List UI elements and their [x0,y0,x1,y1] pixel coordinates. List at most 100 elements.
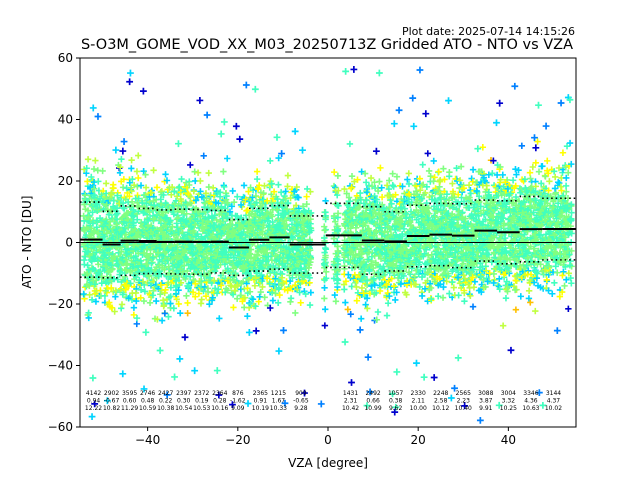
data-point [178,175,185,183]
data-point [146,208,153,216]
data-point [146,299,154,307]
plot-date: Plot date: 2025-07-14 14:15:26 [402,25,575,38]
data-point [239,235,246,242]
data-point [155,285,162,292]
data-point [220,168,227,175]
data-point [230,199,238,206]
data-point [244,312,251,320]
data-point [115,249,122,256]
data-point [221,242,228,249]
data-point [135,250,142,257]
data-point [149,224,157,232]
data-point [244,229,251,236]
data-point [128,156,135,164]
data-point [187,265,194,273]
data-point [92,298,100,305]
data-point [189,289,197,296]
data-point [135,195,142,202]
data-point [93,217,100,224]
data-point [125,295,132,302]
data-point [157,291,164,298]
data-point [118,301,126,308]
data-point [112,293,119,300]
data-point [175,300,182,308]
data-point [142,184,150,191]
data-point [105,268,112,276]
data-point [186,273,194,280]
data-point [252,192,260,200]
data-point [133,320,140,328]
data-point [237,201,245,209]
data-point [137,294,144,301]
data-point [244,206,251,214]
data-point [118,156,125,163]
data-point [229,217,236,224]
data-point [130,181,138,189]
data-point [227,220,234,228]
data-point [95,269,102,276]
data-point [148,190,155,197]
data-point [168,191,175,198]
data-point [90,191,98,199]
data-point [128,165,135,172]
data-point [99,167,106,175]
data-point [257,288,264,296]
data-point [133,168,141,175]
data-point [93,249,100,256]
data-point [253,199,260,207]
data-point [85,309,92,317]
data-point [106,222,113,229]
data-point [129,175,136,183]
data-point [107,262,115,269]
data-point [246,288,254,295]
data-point [249,296,257,303]
data-point [83,165,90,172]
data-point [128,187,135,195]
data-point [162,199,169,207]
data-point [163,177,171,184]
data-point [111,308,118,315]
data-point [201,242,209,249]
data-point [213,290,221,297]
data-point [176,183,183,191]
data-point [254,185,262,193]
data-point [205,169,212,177]
data-point [202,190,210,197]
data-point [134,183,141,190]
data-point [154,261,162,268]
data-point [137,182,145,189]
data-point [119,199,127,207]
data-point [224,155,231,162]
data-point [209,294,216,301]
data-point [89,220,97,227]
data-point [161,264,168,272]
data-point [85,213,92,221]
data-point [244,285,251,292]
data-point [80,290,87,298]
data-point [133,216,141,223]
data-point [149,292,157,299]
data-point [160,191,167,199]
data-point [153,184,161,191]
data-point [227,282,234,289]
data-point [213,216,220,224]
data-point [123,266,131,273]
data-point [233,295,241,302]
data-point [127,280,134,287]
data-point [128,296,136,303]
data-point [165,313,172,320]
data-point [211,243,219,251]
data-point [187,161,194,169]
data-point [167,300,174,307]
data-point [168,183,176,191]
data-point [103,200,110,208]
data-point [108,189,115,196]
data-point [90,165,98,173]
data-point [184,309,191,317]
data-point [84,156,92,163]
data-point [89,177,96,185]
data-point [116,164,123,172]
data-point [161,310,169,317]
data-point [126,193,133,200]
